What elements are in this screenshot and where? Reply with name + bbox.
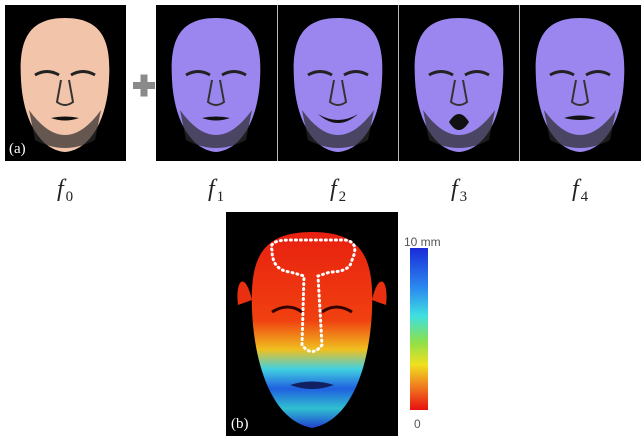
panel-label: (b) [231, 416, 249, 432]
colorbar-label: 10 mm [404, 235, 441, 249]
subscript: 4 [581, 189, 589, 205]
plus-sign [141, 75, 148, 97]
subscript: 0 [66, 189, 74, 205]
figure: (a) f0 f1 f2 f3 f4 (b) 10 mm 0 [0, 0, 644, 439]
colorbar [410, 248, 428, 410]
panel-label: (a) [9, 141, 26, 157]
face [21, 18, 110, 152]
subscript: 2 [339, 189, 347, 205]
subscript: 1 [217, 189, 225, 205]
subscript: 3 [460, 189, 468, 205]
colorbar-label: 0 [414, 417, 421, 431]
